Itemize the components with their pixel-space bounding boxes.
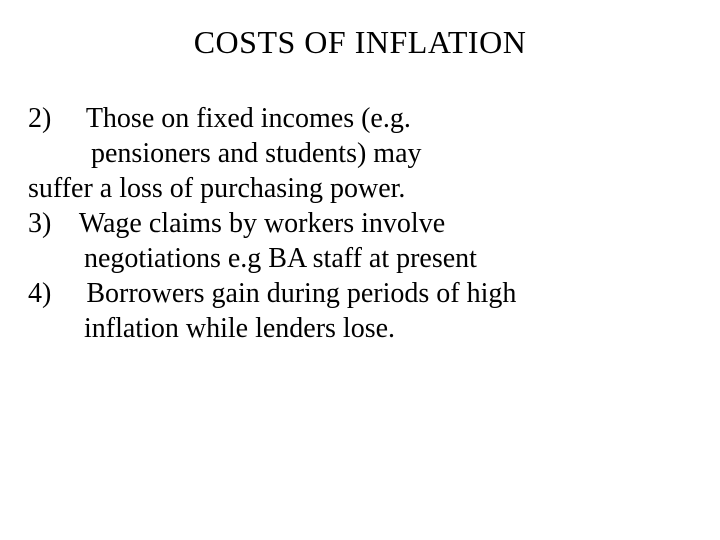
body-line: negotiations e.g BA staff at present [28, 241, 692, 276]
body-line: pensioners and students) may [28, 136, 692, 171]
body-line: 2) Those on fixed incomes (e.g. [28, 101, 692, 136]
slide-title: COSTS OF INFLATION [0, 24, 720, 61]
body-line: inflation while lenders lose. [28, 311, 692, 346]
body-line: 4) Borrowers gain during periods of high [28, 276, 692, 311]
body-line: 3) Wage claims by workers involve [28, 206, 692, 241]
slide-body: 2) Those on fixed incomes (e.g. pensione… [0, 101, 720, 346]
body-line: suffer a loss of purchasing power. [28, 171, 692, 206]
slide-container: COSTS OF INFLATION 2) Those on fixed inc… [0, 0, 720, 540]
